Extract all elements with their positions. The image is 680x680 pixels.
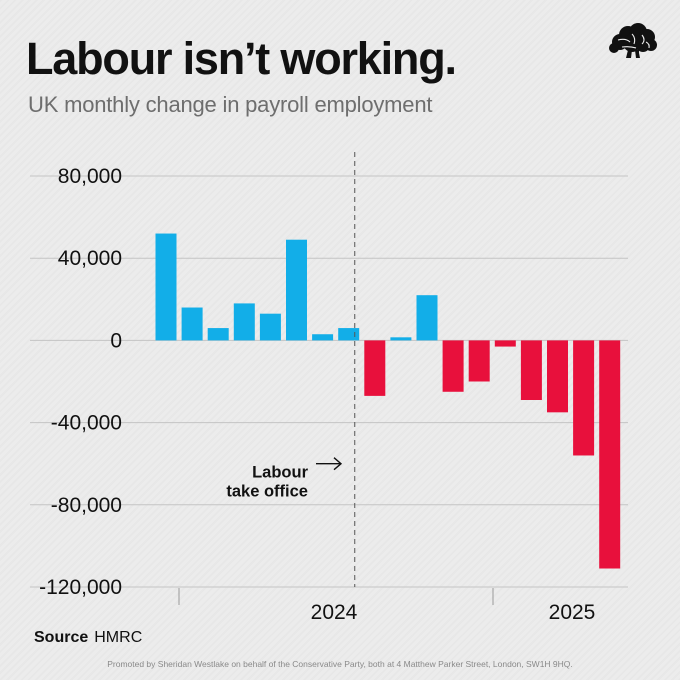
imprint-footer: Promoted by Sheridan Westlake on behalf … (107, 659, 573, 669)
bar (312, 334, 334, 341)
bar-chart: 80,000 40,000 0 -40,000 -80,000 -120,000 2024… (30, 152, 628, 620)
y-axis-labels: 80,000 40,000 0 -40,000 -80,000 -120,000 (39, 165, 122, 599)
annotation-label: take office (226, 482, 308, 500)
bar (390, 337, 412, 341)
bar (364, 340, 386, 396)
bar (599, 340, 621, 569)
page-title: Labour isn’t working. (26, 33, 457, 84)
source-label: Source (34, 629, 89, 646)
bar (494, 340, 516, 347)
bar (547, 340, 568, 413)
bar (286, 239, 307, 341)
bar (181, 307, 203, 341)
x-tick-label: 2025 (549, 601, 596, 620)
x-tick-label: 2024 (311, 601, 358, 620)
annotation-arrowhead (333, 457, 343, 471)
y-tick-label: -80,000 (51, 494, 122, 517)
conservative-tree-icon (609, 23, 657, 58)
bar (468, 340, 490, 382)
y-tick-label: 80,000 (58, 165, 122, 188)
bar (207, 328, 229, 341)
bar (520, 340, 542, 400)
source-value: HMRC (94, 629, 143, 646)
bar (155, 233, 177, 341)
bars (155, 233, 621, 569)
bar (416, 295, 438, 341)
annotation-label: Labour (252, 463, 308, 481)
bar (233, 303, 255, 341)
y-tick-label: -120,000 (39, 576, 122, 599)
bar (573, 340, 595, 456)
y-tick-label: 0 (110, 329, 122, 352)
y-tick-label: 40,000 (58, 247, 122, 270)
bar (338, 328, 360, 341)
x-axis: 2024 2025 (178, 588, 596, 620)
bar (442, 340, 464, 392)
source-line: Source HMRC (34, 629, 142, 647)
bar (259, 313, 281, 341)
page-subtitle: UK monthly change in payroll employment (28, 92, 433, 117)
y-tick-label: -40,000 (51, 412, 122, 435)
